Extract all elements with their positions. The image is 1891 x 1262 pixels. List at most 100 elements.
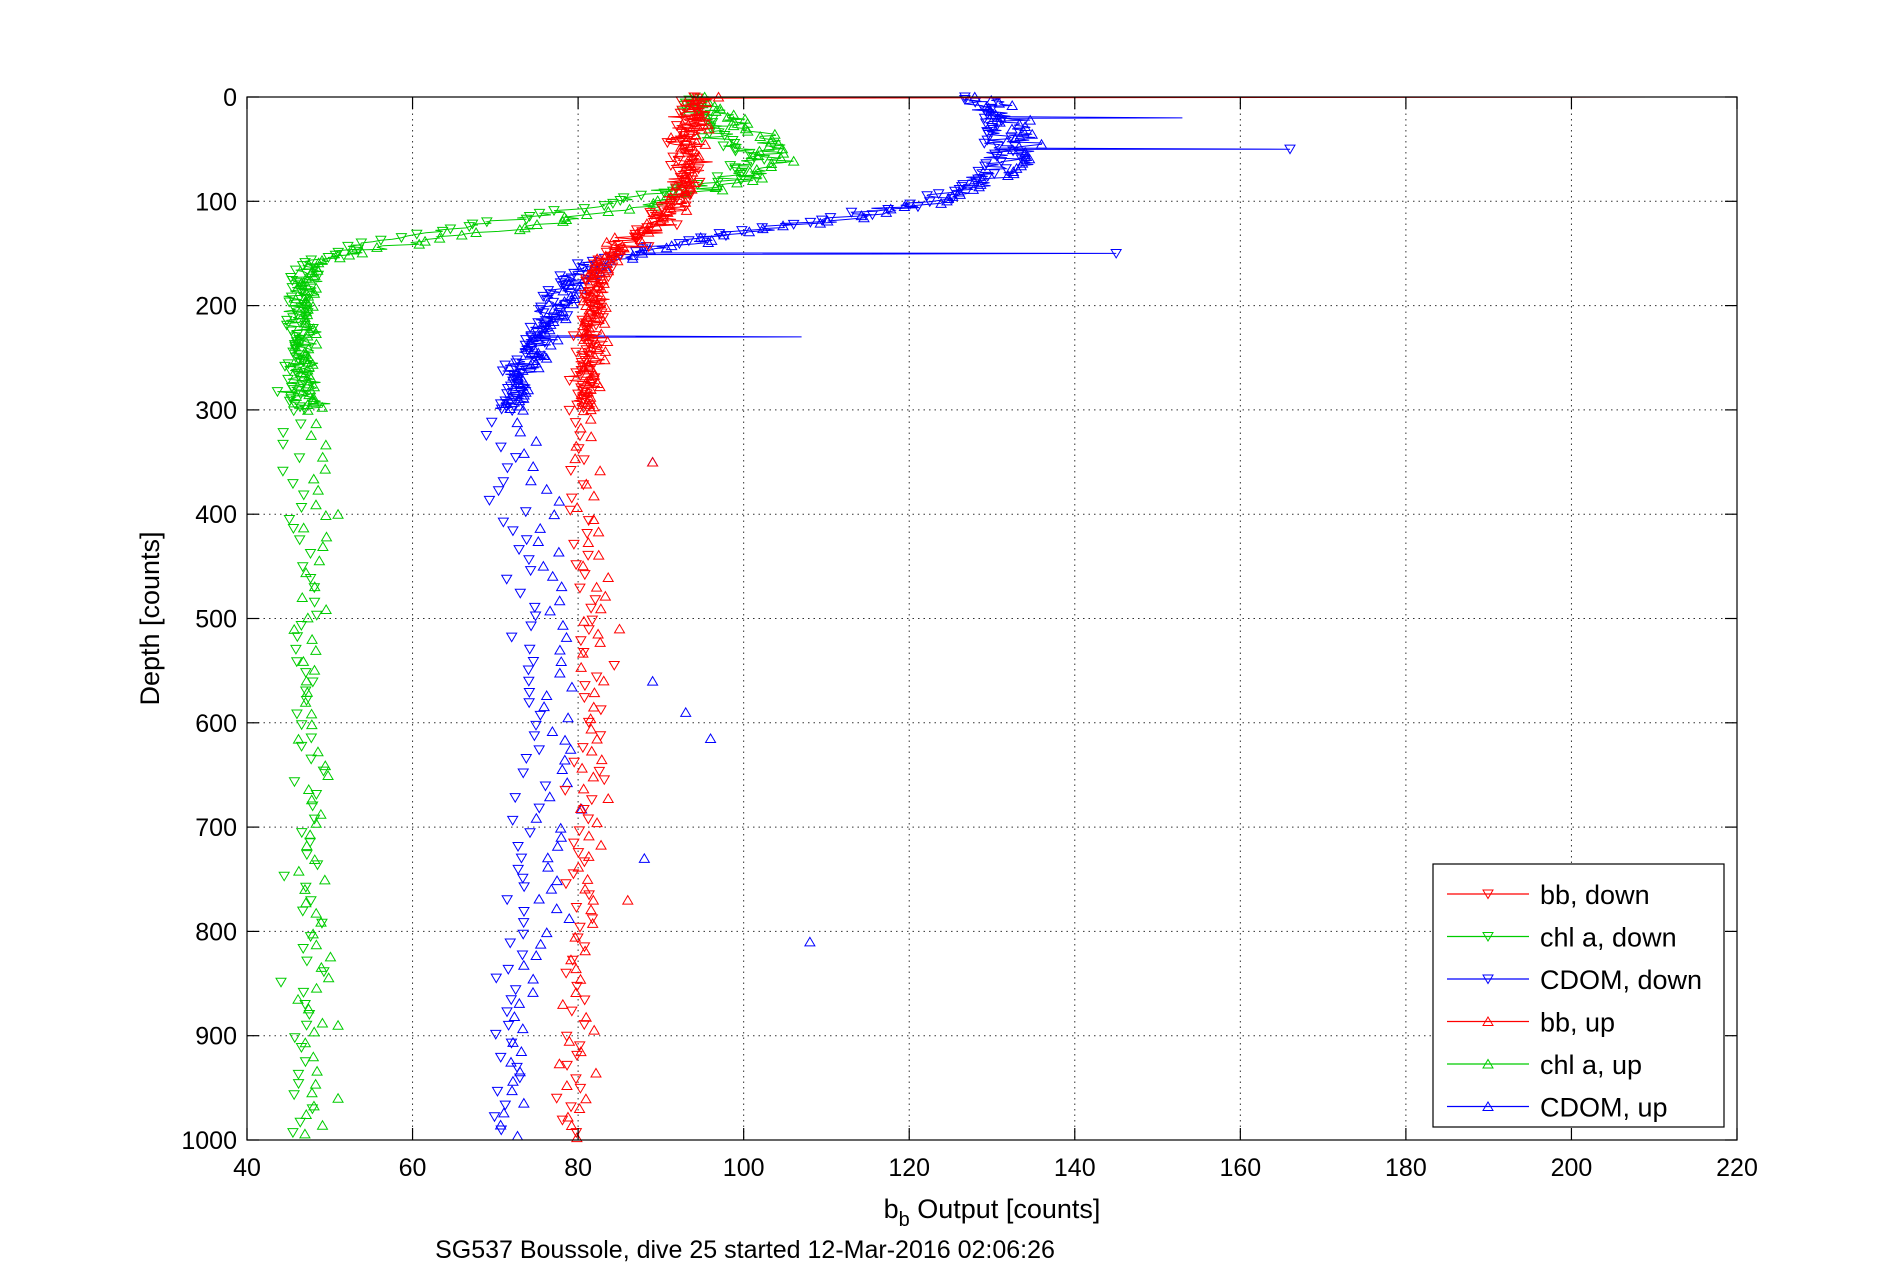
- triangle-down-marker: [573, 1041, 586, 1052]
- triangle-up-marker: [595, 290, 607, 301]
- triangle-up-marker: [623, 203, 636, 214]
- y-tick-label: 800: [195, 918, 237, 946]
- triangle-down-marker: [904, 199, 916, 210]
- triangle-down-marker: [921, 191, 933, 202]
- triangle-up-marker: [577, 783, 590, 794]
- triangle-down-marker: [1482, 932, 1494, 942]
- triangle-up-marker: [691, 110, 703, 121]
- triangle-down-marker: [537, 291, 550, 302]
- triangle-up-marker: [692, 150, 705, 161]
- triangle-up-marker: [538, 350, 550, 361]
- triangle-up-marker: [299, 1037, 312, 1048]
- triangle-down-marker: [502, 964, 515, 975]
- triangle-up-marker: [756, 172, 769, 183]
- triangle-up-marker: [511, 367, 524, 378]
- y-tick-label: 600: [195, 710, 237, 738]
- triangle-down-marker: [593, 766, 606, 777]
- triangle-up-marker: [688, 144, 701, 155]
- triangle-up-marker: [533, 329, 546, 340]
- triangle-down-marker: [294, 318, 306, 329]
- series-line: [499, 96, 1043, 409]
- triangle-down-marker: [303, 1010, 316, 1021]
- triangle-up-marker: [555, 831, 568, 842]
- triangle-down-marker: [499, 1100, 512, 1111]
- triangle-down-marker: [578, 995, 591, 1006]
- triangle-up-marker: [309, 1078, 322, 1089]
- triangle-down-marker: [505, 995, 518, 1006]
- triangle-up-marker: [315, 916, 327, 927]
- triangle-up-marker: [585, 431, 598, 442]
- triangle-up-marker: [750, 163, 763, 174]
- triangle-up-marker: [555, 656, 568, 667]
- triangle-up-marker: [567, 298, 579, 309]
- triangle-down-marker: [533, 208, 546, 219]
- triangle-down-marker: [271, 387, 284, 398]
- triangle-up-marker: [1482, 1016, 1494, 1026]
- triangle-up-marker: [538, 701, 550, 712]
- triangle-down-marker: [923, 197, 936, 208]
- triangle-up-marker: [316, 401, 329, 412]
- triangle-up-marker: [569, 453, 582, 464]
- triangle-down-marker: [513, 545, 525, 556]
- triangle-up-marker: [514, 1066, 526, 1077]
- triangle-down-marker: [490, 973, 503, 984]
- triangle-down-marker: [557, 276, 569, 287]
- triangle-up-marker: [552, 546, 565, 557]
- triangle-up-marker: [750, 169, 762, 180]
- triangle-up-marker: [1017, 125, 1030, 136]
- triangle-up-marker: [650, 220, 663, 231]
- triangle-up-marker: [296, 592, 309, 603]
- triangle-up-marker: [669, 180, 682, 191]
- y-tick-label: 0: [223, 84, 237, 112]
- triangle-up-marker: [704, 732, 717, 743]
- triangle-up-marker: [1013, 141, 1025, 152]
- y-axis-title: Depth [counts]: [135, 531, 165, 705]
- triangle-down-marker: [278, 871, 291, 882]
- triangle-down-marker: [301, 956, 313, 967]
- triangle-down-marker: [614, 195, 627, 206]
- triangle-up-marker: [993, 97, 1006, 108]
- triangle-up-marker: [311, 264, 324, 275]
- triangle-up-marker: [307, 1051, 320, 1062]
- triangle-down-marker: [295, 287, 308, 298]
- triangle-down-marker: [548, 206, 560, 217]
- triangle-down-marker: [501, 463, 514, 474]
- triangle-down-marker: [283, 514, 296, 525]
- triangle-down-marker: [981, 171, 994, 182]
- legend-item: bb, down: [1447, 880, 1650, 910]
- triangle-down-marker: [297, 944, 310, 955]
- triangle-up-marker: [288, 623, 301, 634]
- triangle-up-marker: [300, 317, 312, 328]
- triangle-down-marker: [578, 455, 590, 466]
- triangle-up-marker: [545, 883, 558, 894]
- triangle-down-marker: [520, 214, 533, 225]
- triangle-down-marker: [717, 125, 729, 136]
- triangle-down-marker: [598, 201, 611, 212]
- triangle-down-marker: [578, 290, 591, 301]
- dive-caption: SG537 Boussole, dive 25 started 12-Mar-2…: [435, 1236, 1055, 1262]
- triangle-up-marker: [292, 993, 304, 1004]
- triangle-up-marker: [540, 483, 553, 494]
- triangle-up-marker: [310, 327, 322, 338]
- triangle-up-marker: [592, 343, 605, 354]
- triangle-down-marker: [534, 305, 547, 316]
- triangle-up-marker: [595, 754, 608, 765]
- triangle-up-marker: [685, 183, 698, 194]
- triangle-up-marker: [646, 675, 659, 686]
- triangle-down-marker: [518, 907, 530, 918]
- triangle-down-marker: [571, 981, 583, 992]
- triangle-up-marker: [591, 733, 603, 744]
- triangle-up-marker: [575, 661, 588, 672]
- triangle-up-marker: [636, 247, 649, 258]
- triangle-up-marker: [555, 581, 568, 592]
- triangle-up-marker: [685, 102, 698, 113]
- triangle-down-marker: [297, 490, 310, 501]
- triangle-up-marker: [582, 537, 595, 548]
- triangle-down-marker: [342, 241, 354, 252]
- triangle-up-marker: [308, 581, 321, 592]
- triangle-down-marker: [294, 419, 307, 430]
- triangle-down-marker: [523, 688, 536, 699]
- triangle-down-marker: [308, 583, 321, 594]
- triangle-down-marker: [295, 621, 308, 632]
- triangle-up-marker: [300, 675, 313, 686]
